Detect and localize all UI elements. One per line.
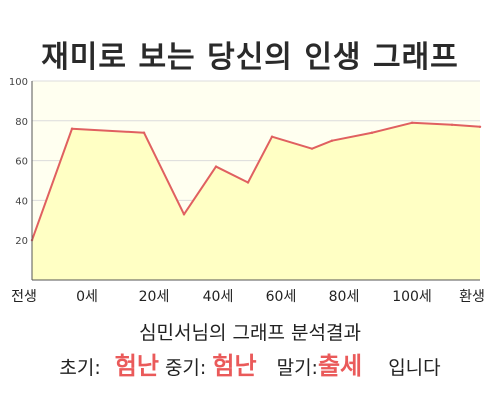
data-point-5	[246, 181, 250, 184]
mid-value: 험난	[212, 352, 257, 380]
data-point-10	[410, 121, 414, 124]
data-point-12	[478, 125, 482, 128]
data-point-6	[270, 135, 274, 138]
ending-text: 입니다	[388, 357, 441, 379]
x-tick-3: 40세	[203, 289, 234, 305]
y-axis-ticks: 20 40 60 80 100	[9, 77, 28, 247]
mid-label: 중기:	[164, 357, 207, 379]
y-tick-40: 40	[15, 196, 28, 207]
x-axis-ticks: 전생 0세 20세 40세 60세 80세 100세 환생	[11, 289, 485, 305]
x-tick-1: 0세	[76, 289, 98, 305]
y-tick-20: 20	[15, 236, 28, 247]
y-tick-100: 100	[9, 77, 28, 88]
life-area-fill	[32, 122, 480, 280]
data-point-2	[142, 131, 146, 134]
data-point-4	[214, 165, 218, 168]
late-value: 출세	[317, 352, 363, 380]
data-point-11	[450, 123, 454, 126]
y-tick-60: 60	[15, 157, 28, 168]
data-point-7	[310, 147, 314, 150]
early-value: 험난	[114, 352, 159, 380]
x-tick-4: 60세	[266, 289, 297, 305]
x-tick-7: 환생	[459, 289, 485, 305]
data-point-9	[370, 131, 374, 134]
data-point-3	[182, 213, 186, 216]
result-summary: 초기: 험난 중기: 험난 말기:출세 입니다	[0, 346, 500, 381]
x-tick-6: 100세	[392, 289, 432, 305]
x-tick-5: 80세	[329, 289, 360, 305]
early-label: 초기:	[59, 357, 101, 379]
data-points	[30, 121, 482, 242]
data-point-1	[70, 127, 74, 130]
data-point-8	[330, 139, 334, 142]
late-label: 말기:	[276, 357, 318, 379]
x-tick-0: 전생	[11, 289, 37, 305]
y-tick-80: 80	[15, 117, 28, 128]
chart-title: 재미로 보는 당신의 인생 그래프	[41, 40, 459, 75]
result-title: 심민서님의 그래프 분석결과	[139, 322, 361, 344]
x-tick-2: 20세	[139, 289, 170, 305]
